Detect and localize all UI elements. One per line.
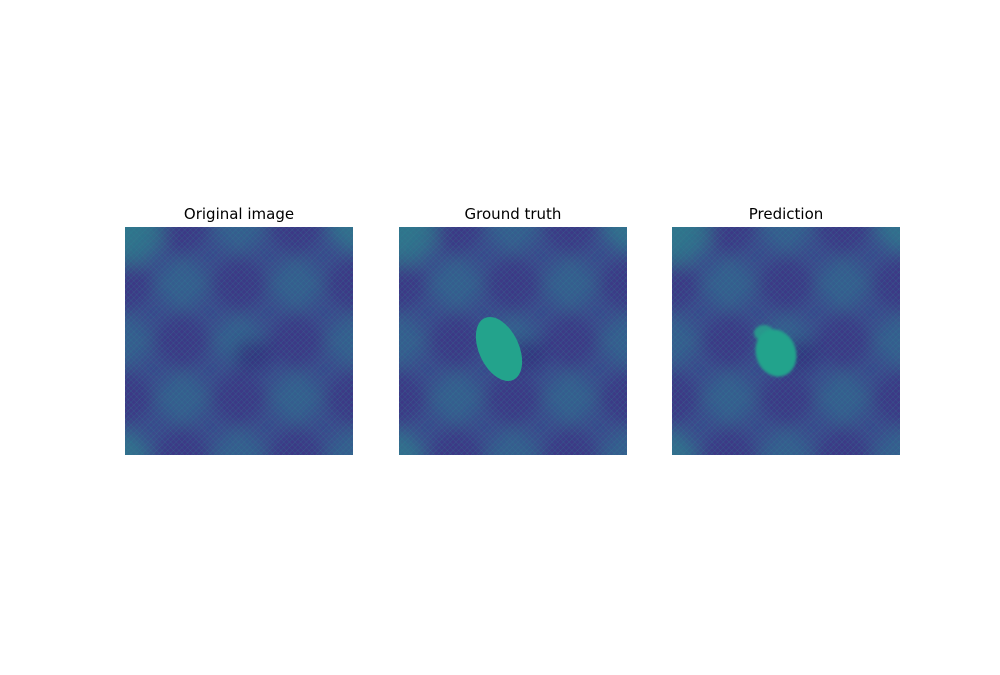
ground-truth-mask: [475, 317, 523, 381]
prediction-canvas: [672, 227, 900, 455]
panel-title-ground-truth: Ground truth: [464, 205, 562, 223]
panel-title-original: Original image: [183, 205, 295, 223]
panel-prediction: [672, 227, 900, 455]
original-image-canvas: [125, 227, 353, 455]
prediction-mask: [754, 325, 797, 377]
ground-truth-canvas: [399, 227, 627, 455]
panel-original-image: [125, 227, 353, 455]
panel-title-prediction: Prediction: [748, 205, 824, 223]
panel-ground-truth: [399, 227, 627, 455]
